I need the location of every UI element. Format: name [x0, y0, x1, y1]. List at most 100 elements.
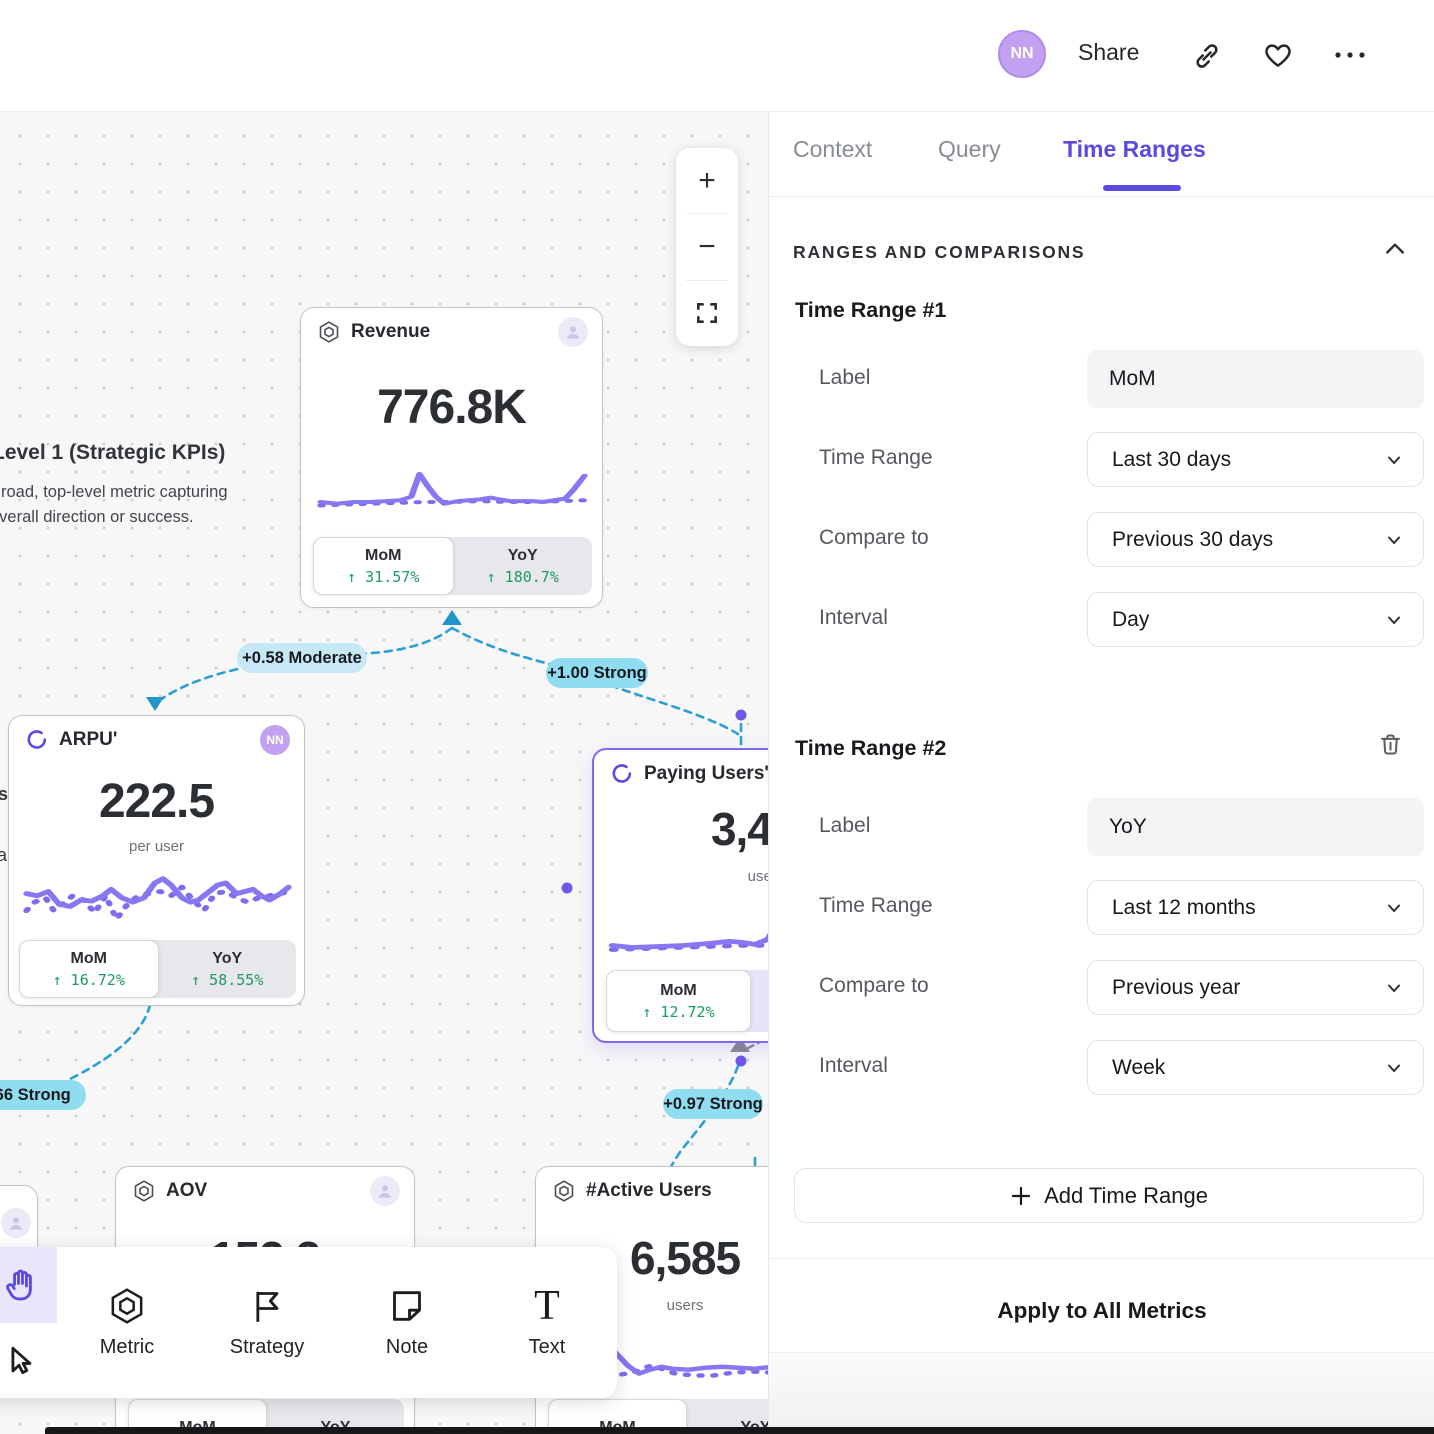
range1-interval-select[interactable]: Day	[1087, 592, 1424, 647]
level-note-title: Level 1 (Strategic KPIs)	[0, 441, 226, 464]
metric-hexagon-icon	[319, 321, 339, 343]
range2-interval-select[interactable]: Week	[1087, 1040, 1424, 1095]
tab-query[interactable]: Query	[938, 136, 1001, 162]
level-note-body: Broad, top-level metric capturing overal…	[0, 483, 228, 526]
metric-hexagon-icon	[554, 1180, 574, 1202]
top-bar: NN Share	[0, 0, 1434, 112]
user-avatar[interactable]: NN	[998, 30, 1046, 78]
metric-unit: users	[666, 1297, 704, 1314]
metric-arc-icon	[27, 730, 47, 749]
label-field-label: Label	[819, 366, 871, 389]
mom-comparison[interactable]: MoM ↑ 12.72%	[606, 970, 751, 1032]
add-time-range-button[interactable]: Add Time Range	[794, 1168, 1424, 1223]
divider	[686, 213, 728, 215]
zoom-out-button[interactable]: −	[698, 229, 716, 263]
metric-card-revenue[interactable]: Revenue 776.8K MoM ↑ 31.57% YoY ↑ 180.7%	[300, 307, 603, 608]
tab-time-ranges[interactable]: Time Ranges	[1063, 136, 1206, 162]
apply-to-all-metrics-button[interactable]: Apply to All Metrics	[997, 1298, 1207, 1323]
range2-label-input[interactable]	[1087, 798, 1424, 856]
window-edge-bar	[45, 1427, 1434, 1434]
comparison-footer: MoM ↑ 31.57% YoY ↑ 180.7%	[313, 537, 592, 595]
chevron-down-icon	[1385, 451, 1403, 469]
panel-footer	[769, 1353, 1434, 1428]
card-header: Paying Users'	[594, 750, 768, 798]
fullscreen-icon	[697, 303, 717, 324]
fit-view-button[interactable]	[676, 281, 738, 346]
mom-comparison[interactable]: MoM ↑ 16.72%	[19, 940, 159, 998]
chevron-down-icon	[1385, 979, 1403, 997]
card-title: Paying Users'	[644, 763, 768, 784]
range2-time-range-select[interactable]: Last 12 months	[1087, 880, 1424, 935]
plus-icon	[1011, 1186, 1031, 1205]
toolbar-item-metric[interactable]: Metric	[57, 1247, 197, 1398]
card-header: AOV	[116, 1167, 414, 1215]
metric-unit: per user	[128, 838, 185, 855]
owner-avatar-icon	[1, 1208, 31, 1238]
metric-value: 776.8K	[377, 381, 527, 434]
more-options-icon[interactable]	[1333, 48, 1369, 66]
owner-avatar-icon	[370, 1176, 400, 1206]
collapse-section-button[interactable]	[1384, 240, 1406, 261]
yoy-comparison[interactable]: YoY ↑ 58.55%	[191, 949, 264, 989]
label-field-label: Label	[819, 814, 871, 837]
active-tab-indicator	[1103, 185, 1181, 191]
cursor-icon	[11, 1346, 32, 1374]
chevron-down-icon	[1385, 611, 1403, 629]
interval-field-label: Interval	[819, 1054, 888, 1077]
note-icon	[393, 1291, 421, 1321]
yoy-comparison[interactable]	[751, 970, 768, 1032]
toolbar-item-strategy[interactable]: Strategy	[197, 1247, 337, 1398]
range1-label-input[interactable]	[1087, 350, 1424, 408]
hand-icon	[6, 1269, 32, 1301]
mom-comparison[interactable]: MoM ↑ 31.57%	[313, 537, 454, 595]
comparison-footer: MoM ↑ 16.72% YoY ↑ 58.55%	[19, 940, 296, 998]
share-button[interactable]: Share	[1078, 39, 1140, 65]
zoom-in-button[interactable]: +	[698, 163, 716, 197]
divider	[686, 279, 728, 281]
hand-tool-button[interactable]	[0, 1247, 57, 1323]
time-range-field-label: Time Range	[819, 446, 933, 469]
card-title: #Active Users	[586, 1180, 712, 1201]
tab-context[interactable]: Context	[793, 136, 873, 162]
clipped-text-fragment: s	[0, 784, 9, 804]
copy-link-icon[interactable]	[1192, 41, 1222, 76]
range2-compare-to-select[interactable]: Previous year	[1087, 960, 1424, 1015]
correlation-badge[interactable]: +0.97 Strong	[663, 1089, 763, 1119]
correlation-badge[interactable]: +0.66 Strong	[0, 1080, 86, 1110]
clipped-text-fragment: a	[0, 845, 8, 865]
metric-hexagon-icon	[134, 1180, 154, 1202]
toolbar-item-note[interactable]: Note	[337, 1247, 477, 1398]
correlation-badge[interactable]: +0.58 Moderate	[237, 643, 367, 673]
range1-time-range-select[interactable]: Last 30 days	[1087, 432, 1424, 487]
divider	[769, 1352, 1434, 1353]
select-tool-button[interactable]	[0, 1323, 57, 1398]
owner-avatar-icon	[558, 317, 588, 347]
yoy-comparison[interactable]: YoY ↑ 180.7%	[486, 546, 559, 586]
delete-time-range-button[interactable]	[1377, 730, 1404, 764]
card-title: ARPU'	[59, 729, 118, 750]
canvas-toolbar: Metric Strategy Note T Text	[0, 1247, 617, 1398]
metric-card-arpu[interactable]: ARPU' NN 222.5 per user MoM ↑ 16.72% YoY…	[8, 715, 305, 1006]
sparkline-chart	[608, 932, 768, 952]
chevron-down-icon	[1385, 1059, 1403, 1077]
compare-to-field-label: Compare to	[819, 526, 929, 549]
toolbar-item-text[interactable]: T Text	[528, 1283, 566, 1358]
comparison-footer: MoM ↑ 12.72%	[606, 970, 768, 1032]
tool-column	[0, 1247, 57, 1398]
card-header: ARPU' NN	[9, 716, 304, 764]
correlation-badge[interactable]: +1.00 Strong	[546, 658, 648, 688]
section-header: RANGES AND COMPARISONS	[793, 242, 1086, 262]
card-title: Revenue	[351, 321, 431, 342]
metric-card-paying-users[interactable]: Paying Users' 3,495 users MoM ↑ 12.72%	[592, 748, 768, 1043]
card-header: Revenue	[301, 308, 602, 356]
metric-tree-canvas[interactable]: Level 1 (Strategic KPIs) Broad, top-leve…	[0, 112, 768, 1434]
metric-hexagon-icon	[111, 1288, 143, 1324]
divider	[769, 1258, 1434, 1259]
owner-avatar: NN	[260, 725, 290, 755]
flag-icon	[256, 1291, 279, 1322]
range1-compare-to-select[interactable]: Previous 30 days	[1087, 512, 1424, 567]
favorite-icon[interactable]	[1262, 40, 1294, 75]
metric-unit: users	[747, 868, 768, 885]
compare-to-field-label: Compare to	[819, 974, 929, 997]
